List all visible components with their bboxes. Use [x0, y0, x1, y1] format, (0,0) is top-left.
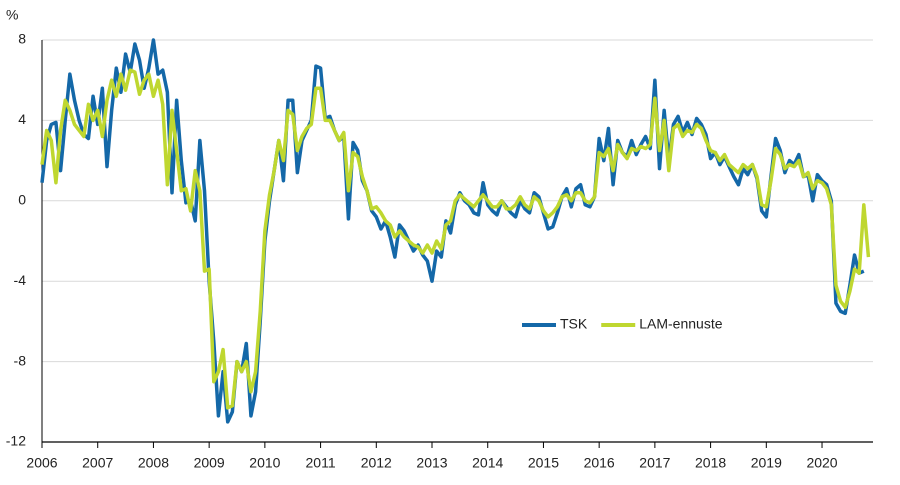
- x-tick-label: 2016: [584, 455, 615, 471]
- y-tick-label: -12: [6, 433, 26, 449]
- series-line: [40, 38, 865, 424]
- legend-label: TSK: [560, 316, 588, 332]
- y-tick-label: 4: [18, 111, 26, 127]
- x-tick-label: 2010: [249, 455, 280, 471]
- x-tick-label: 2009: [194, 455, 225, 471]
- x-tick-label: 2006: [26, 455, 57, 471]
- y-tick-label: 8: [18, 31, 26, 47]
- x-tick-label: 2018: [695, 455, 726, 471]
- x-tick-label: 2020: [806, 455, 837, 471]
- x-tick-label: 2007: [82, 455, 113, 471]
- y-tick-label: -8: [14, 352, 27, 368]
- x-tick-label: 2008: [138, 455, 169, 471]
- x-tick-label: 2019: [751, 455, 782, 471]
- x-tick-label: 2013: [416, 455, 447, 471]
- x-tick-label: 2014: [472, 455, 503, 471]
- series-line: [40, 68, 871, 410]
- y-tick-label: -4: [14, 272, 27, 288]
- x-tick-label: 2012: [361, 455, 392, 471]
- y-unit: %: [6, 7, 18, 23]
- x-tick-label: 2017: [639, 455, 670, 471]
- x-tick-label: 2011: [306, 455, 336, 471]
- legend-label: LAM-ennuste: [639, 316, 722, 332]
- x-tick-label: 2015: [528, 455, 559, 471]
- y-tick-label: 0: [18, 192, 26, 208]
